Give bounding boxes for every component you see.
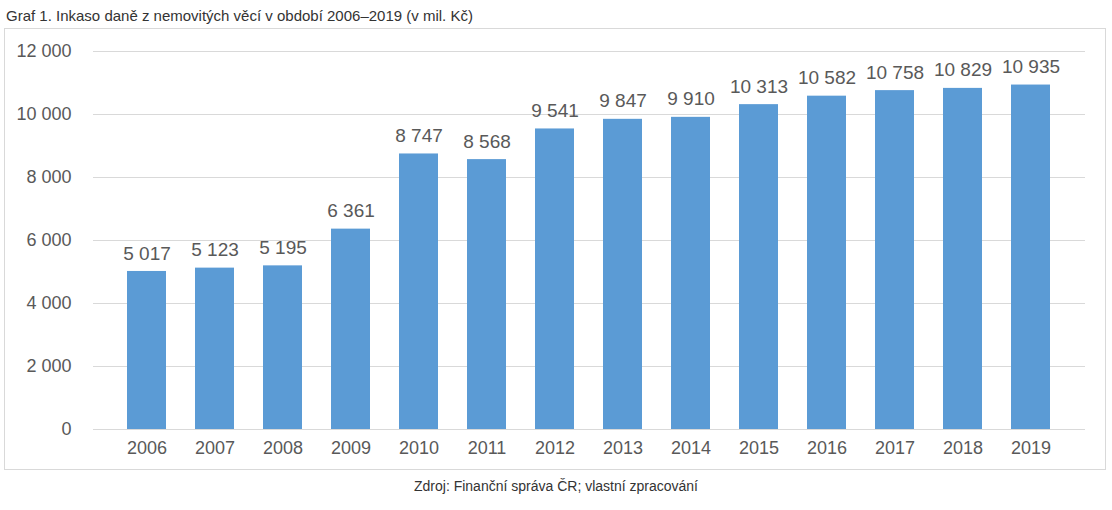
- svg-text:9 541: 9 541: [531, 100, 579, 121]
- svg-text:9 847: 9 847: [599, 90, 647, 111]
- svg-text:2018: 2018: [943, 438, 983, 458]
- svg-text:9 910: 9 910: [667, 88, 715, 109]
- svg-text:8 747: 8 747: [395, 125, 443, 146]
- svg-text:2009: 2009: [331, 438, 371, 458]
- svg-text:2012: 2012: [535, 438, 575, 458]
- svg-text:10 582: 10 582: [798, 67, 856, 88]
- svg-text:2017: 2017: [875, 438, 915, 458]
- svg-text:10 313: 10 313: [730, 76, 788, 97]
- svg-text:0: 0: [61, 419, 71, 439]
- svg-text:5 123: 5 123: [191, 239, 239, 260]
- svg-text:4 000: 4 000: [26, 293, 71, 313]
- svg-text:8 000: 8 000: [26, 167, 71, 187]
- html-text:Zdroj: Finanční správa ČR; vla: Zdroj: Finanční správa ČR; vlastní zprac…: [414, 478, 698, 494]
- svg-text:10 829: 10 829: [934, 59, 992, 80]
- svg-text:2007: 2007: [195, 438, 235, 458]
- svg-text:2013: 2013: [603, 438, 643, 458]
- svg-text:2006: 2006: [127, 438, 167, 458]
- svg-text:6 000: 6 000: [26, 230, 71, 250]
- svg-text:5 017: 5 017: [123, 243, 171, 264]
- svg-text:2015: 2015: [739, 438, 779, 458]
- svg-text:10 000: 10 000: [16, 104, 71, 124]
- svg-text:2 000: 2 000: [26, 356, 71, 376]
- svg-text:10 758: 10 758: [866, 62, 924, 83]
- svg-text:8 568: 8 568: [463, 131, 511, 152]
- svg-text:2011: 2011: [468, 438, 507, 458]
- svg-text:5 195: 5 195: [259, 237, 307, 258]
- svg-text:6 361: 6 361: [327, 200, 375, 221]
- svg-text:2008: 2008: [263, 438, 303, 458]
- svg-text:12 000: 12 000: [16, 41, 71, 61]
- svg-text:2014: 2014: [671, 438, 711, 458]
- svg-text:2016: 2016: [807, 438, 847, 458]
- html-text:Graf 1. Inkaso daně z nemovitý: Graf 1. Inkaso daně z nemovitých věcí v …: [6, 7, 473, 24]
- svg-text:10 935: 10 935: [1002, 56, 1060, 77]
- svg-text:2010: 2010: [399, 438, 439, 458]
- svg-text:2019: 2019: [1011, 438, 1051, 458]
